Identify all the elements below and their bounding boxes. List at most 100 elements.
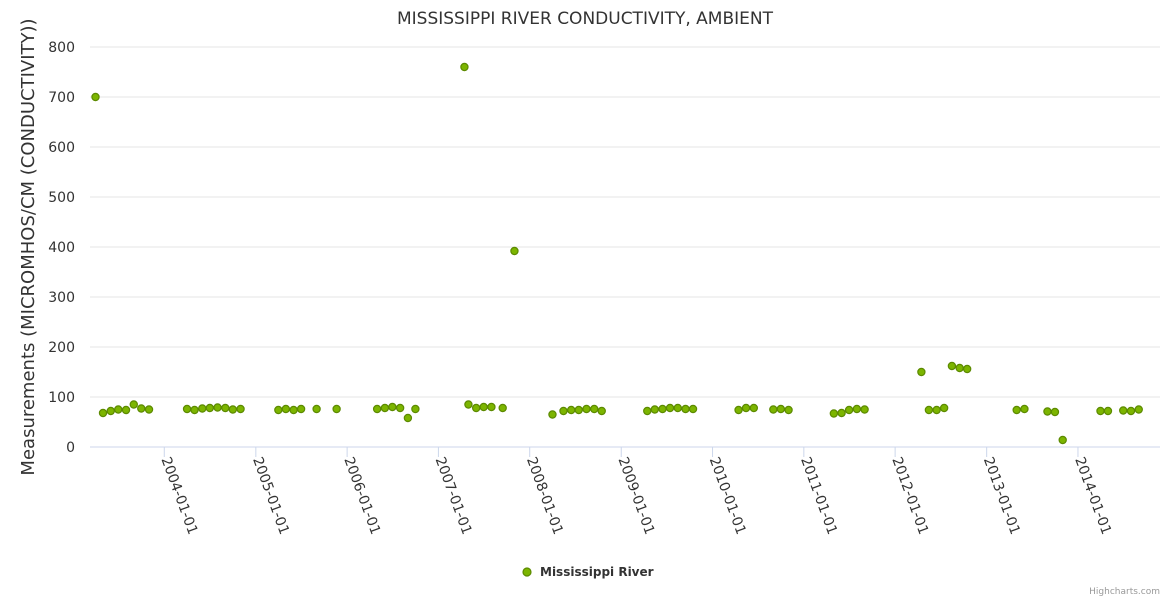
data-point[interactable] [1126,406,1136,416]
data-point[interactable] [121,405,131,415]
data-point[interactable] [924,405,934,415]
data-point[interactable] [91,92,100,102]
y-tick-label: 100 [48,390,75,406]
data-point[interactable] [837,408,846,418]
data-point[interactable] [1020,404,1029,414]
data-point[interactable] [1058,435,1067,445]
y-tick-label: 300 [48,290,75,306]
y-axis-label: Measurements (MICROMHOS/CM (CONDUCTIVITY… [18,18,39,475]
data-point[interactable] [1096,406,1105,416]
x-tick-label: 2009-01-01 [614,455,657,537]
data-point[interactable] [471,403,481,413]
data-point[interactable] [190,405,199,415]
data-point[interactable] [734,405,743,415]
data-point[interactable] [372,404,382,414]
data-point[interactable] [769,405,778,414]
x-tick-label: 2004-01-01 [158,455,201,537]
x-tick-label: 2005-01-01 [249,455,292,537]
data-point[interactable] [917,367,926,377]
data-point[interactable] [844,405,854,415]
credits-link[interactable]: Highcharts.com [1089,587,1160,597]
grid-layer [90,46,1160,448]
data-point[interactable] [403,413,413,423]
data-point[interactable] [98,408,108,418]
data-point[interactable] [380,403,390,413]
data-point[interactable] [673,403,682,413]
y-tick-label: 0 [66,440,75,456]
legend[interactable]: Mississippi River [522,565,654,579]
data-point[interactable] [296,404,306,414]
data-point[interactable] [574,405,583,415]
data-point[interactable] [939,403,949,413]
data-point[interactable] [852,404,862,414]
data-point[interactable] [106,406,115,416]
data-point[interactable] [1134,405,1143,414]
data-point[interactable] [829,409,839,418]
data-point[interactable] [1043,407,1052,416]
data-point[interactable] [665,403,675,413]
data-point[interactable] [681,404,690,414]
data-point[interactable] [460,62,469,72]
x-tick-label: 2007-01-01 [432,455,475,537]
data-point[interactable] [395,403,405,413]
x-tick-label: 2010-01-01 [706,455,749,537]
data-point[interactable] [597,406,606,416]
data-point[interactable] [658,404,667,414]
data-point[interactable] [510,246,519,256]
data-point[interactable] [236,404,245,414]
data-point[interactable] [1012,405,1021,415]
data-point[interactable] [932,405,941,415]
data-point[interactable] [144,405,154,414]
data-point[interactable] [213,403,222,412]
data-point[interactable] [129,400,138,409]
chart-title: MISSISSIPPI RIVER CONDUCTIVITY, AMBIENT [397,9,774,29]
data-point[interactable] [228,405,238,414]
data-point[interactable] [274,405,283,415]
data-point[interactable] [281,404,291,414]
data-point[interactable] [479,402,488,412]
data-point[interactable] [962,364,972,374]
data-point[interactable] [1103,406,1113,416]
x-tick-labels: 2004-01-01 2005-01-01 2006-01-01 2007-01-01… [158,447,1114,537]
data-point[interactable] [332,404,341,414]
x-tick-label: 2014-01-01 [1071,455,1114,537]
data-point[interactable] [411,404,420,414]
data-point[interactable] [388,402,397,412]
data-point[interactable] [590,404,599,414]
data-point[interactable] [947,361,957,371]
data-point[interactable] [205,403,215,413]
data-point[interactable] [784,405,793,415]
data-point[interactable] [312,404,321,414]
data-point[interactable] [182,404,192,414]
x-tick-label: 2006-01-01 [340,455,383,537]
data-points[interactable] [91,62,1143,445]
data-point[interactable] [114,405,123,414]
legend-marker [522,567,532,577]
data-point[interactable] [860,405,869,414]
data-point[interactable] [567,405,576,415]
data-point[interactable] [688,404,698,414]
data-point[interactable] [559,406,568,416]
data-point[interactable] [137,404,146,413]
data-point[interactable] [487,402,496,412]
data-point[interactable] [776,404,786,414]
data-point[interactable] [221,403,230,413]
data-point[interactable] [650,405,659,414]
data-point[interactable] [955,363,964,373]
data-point[interactable] [1119,406,1128,415]
data-point[interactable] [582,404,591,414]
y-tick-label: 400 [48,240,75,256]
x-tick-label: 2011-01-01 [797,455,840,537]
data-point[interactable] [741,403,751,413]
legend-item-mississippi-river[interactable]: Mississippi River [540,565,654,579]
data-point[interactable] [498,403,507,413]
data-point[interactable] [198,404,207,413]
data-point[interactable] [548,410,557,419]
data-point[interactable] [749,403,759,413]
data-point[interactable] [289,405,298,415]
data-point[interactable] [643,406,652,416]
y-tick-label: 700 [48,90,75,106]
data-point[interactable] [464,400,473,409]
data-point[interactable] [1050,407,1060,417]
x-tick-label: 2013-01-01 [980,455,1023,537]
